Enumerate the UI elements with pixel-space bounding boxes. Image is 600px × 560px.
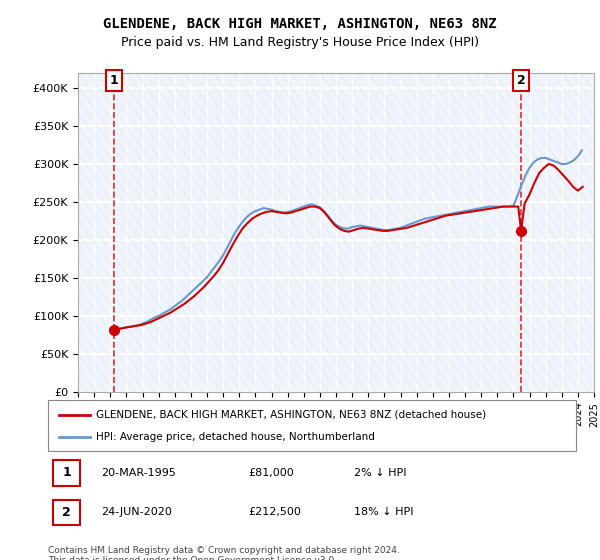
Text: 1: 1 xyxy=(109,74,118,87)
Text: Contains HM Land Registry data © Crown copyright and database right 2024.
This d: Contains HM Land Registry data © Crown c… xyxy=(48,546,400,560)
FancyBboxPatch shape xyxy=(48,400,576,451)
Text: 18% ↓ HPI: 18% ↓ HPI xyxy=(354,507,414,517)
FancyBboxPatch shape xyxy=(53,500,80,525)
Text: Price paid vs. HM Land Registry's House Price Index (HPI): Price paid vs. HM Land Registry's House … xyxy=(121,36,479,49)
FancyBboxPatch shape xyxy=(53,460,80,486)
Text: 1: 1 xyxy=(62,466,71,479)
Text: 2: 2 xyxy=(517,74,526,87)
Text: HPI: Average price, detached house, Northumberland: HPI: Average price, detached house, Nort… xyxy=(95,432,374,442)
Text: GLENDENE, BACK HIGH MARKET, ASHINGTON, NE63 8NZ (detached house): GLENDENE, BACK HIGH MARKET, ASHINGTON, N… xyxy=(95,409,485,419)
Text: 24-JUN-2020: 24-JUN-2020 xyxy=(101,507,172,517)
Text: 20-MAR-1995: 20-MAR-1995 xyxy=(101,468,176,478)
Text: £212,500: £212,500 xyxy=(248,507,302,517)
Text: £81,000: £81,000 xyxy=(248,468,295,478)
Text: 2% ↓ HPI: 2% ↓ HPI xyxy=(354,468,407,478)
Text: GLENDENE, BACK HIGH MARKET, ASHINGTON, NE63 8NZ: GLENDENE, BACK HIGH MARKET, ASHINGTON, N… xyxy=(103,17,497,31)
Text: 2: 2 xyxy=(62,506,71,519)
